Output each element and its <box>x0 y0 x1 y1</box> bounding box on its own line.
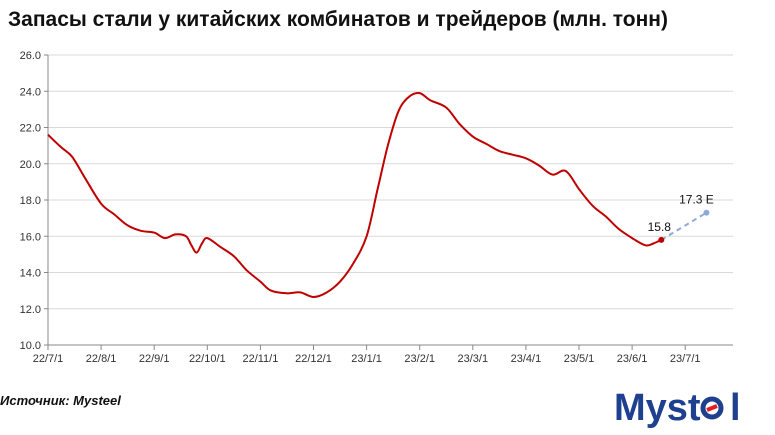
data-point-forecast <box>703 209 710 216</box>
y-tick-label: 16.0 <box>20 231 41 243</box>
x-tick-label: 22/7/1 <box>33 353 64 365</box>
logo-wordmark-end: l <box>730 387 741 429</box>
logo-wordmark: Myst <box>614 387 701 429</box>
logo-accent-circle <box>700 396 724 420</box>
data-label-last: 15.8 <box>648 220 672 234</box>
mysteel-logo: Myst l <box>614 387 741 429</box>
series-line-inventory <box>47 91 662 299</box>
x-tick-label: 23/5/1 <box>564 353 595 365</box>
chart-title: Запасы стали у китайских комбинатов и тр… <box>8 8 668 31</box>
x-tick-label: 22/12/1 <box>295 353 332 365</box>
y-tick-label: 20.0 <box>20 159 41 171</box>
y-tick-label: 14.0 <box>20 268 41 280</box>
x-tick-label: 23/2/1 <box>404 353 435 365</box>
source-note: Источник: Mysteel <box>0 393 121 408</box>
line-chart: 10.0 12.0 14.0 16.0 18.0 20.0 22.0 24.0 26.0 22/7… <box>20 50 733 365</box>
y-tick-label: 18.0 <box>20 195 41 207</box>
x-tick-label: 22/8/1 <box>86 353 117 365</box>
x-tick-label: 23/6/1 <box>617 353 648 365</box>
data-label-forecast: 17.3 E <box>679 193 714 207</box>
y-tick-label: 22.0 <box>20 123 41 135</box>
data-point-last <box>658 236 665 243</box>
x-tick-label: 23/7/1 <box>670 353 701 365</box>
y-tick-label: 12.0 <box>20 304 41 316</box>
y-tick-label: 24.0 <box>20 86 41 98</box>
logo-accent-mark <box>706 404 718 412</box>
y-tick-label: 10.0 <box>20 340 41 352</box>
x-tick-label: 22/10/1 <box>189 353 226 365</box>
x-tick-label: 23/4/1 <box>511 353 542 365</box>
x-tick-label: 22/9/1 <box>139 353 170 365</box>
x-tick-label: 23/3/1 <box>458 353 489 365</box>
x-tick-label: 22/11/1 <box>242 353 278 365</box>
y-tick-label: 26.0 <box>20 50 41 62</box>
x-tick-label: 23/1/1 <box>351 353 382 365</box>
